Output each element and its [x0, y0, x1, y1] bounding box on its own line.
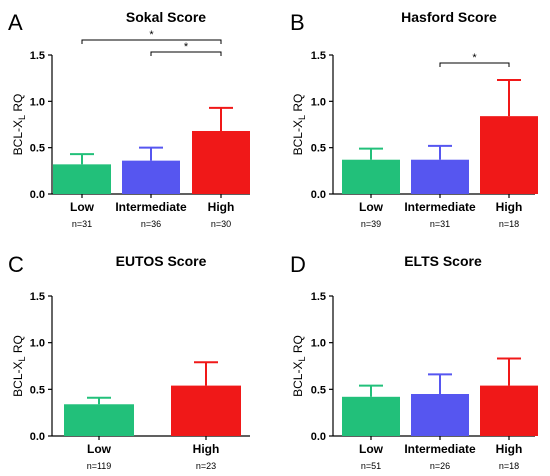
chart-title: EUTOS Score	[116, 253, 207, 269]
chart-title: Sokal Score	[126, 9, 206, 25]
bar	[411, 159, 469, 194]
x-tick-label: High	[193, 442, 220, 456]
n-label: n=119	[87, 461, 112, 471]
y-tick-label: 0.5	[311, 143, 326, 155]
n-label: n=26	[430, 461, 450, 471]
x-tick-label: Intermediate	[115, 200, 187, 214]
y-tick-label: 0.5	[30, 143, 45, 155]
x-tick-label: High	[496, 442, 523, 456]
y-axis-label: BCL-XL RQ	[291, 335, 307, 397]
y-tick-label: 1.0	[30, 338, 45, 350]
x-tick-label: Low	[359, 200, 384, 214]
bar	[192, 130, 250, 194]
y-tick-label: 1.5	[30, 50, 45, 62]
chart-panel-b: B Hasford Score BCL-XL RQ 0.0 0.5 1.0 1.5 Low n=…	[290, 9, 538, 229]
panel-letter: B	[290, 10, 305, 35]
n-label: n=51	[361, 461, 381, 471]
significance-bracket	[439, 62, 510, 67]
y-tick-label: 0.0	[311, 189, 326, 201]
significance-bracket	[150, 51, 222, 56]
bar	[480, 116, 538, 194]
n-label: n=18	[499, 219, 519, 229]
panel-letter: D	[290, 252, 306, 277]
chart-panel-c: C EUTOS Score BCL-XL RQ 0.0 0.5 1.0 1.5 Low n=11…	[8, 252, 250, 471]
y-tick-label: 1.0	[311, 96, 326, 108]
y-axis-label: BCL-XL RQ	[291, 94, 307, 156]
chart-title: Hasford Score	[401, 9, 497, 25]
y-tick-label: 1.0	[30, 96, 45, 108]
n-label: n=39	[361, 219, 381, 229]
bar	[411, 394, 469, 436]
chart-panel-d: D ELTS Score BCL-XL RQ 0.0 0.5 1.0 1.5 Low n=51 I…	[290, 252, 538, 471]
significance-star: *	[149, 29, 154, 41]
y-tick-label: 0.0	[30, 189, 45, 201]
y-tick-label: 0.5	[30, 384, 45, 396]
significance-star: *	[184, 41, 189, 53]
n-label: n=23	[196, 461, 216, 471]
n-label: n=31	[430, 219, 450, 229]
panel-letter: A	[8, 10, 23, 35]
bar	[480, 385, 538, 436]
chart-title: ELTS Score	[404, 253, 482, 269]
bar	[53, 164, 111, 194]
y-tick-label: 1.5	[30, 291, 45, 303]
bar	[342, 159, 400, 194]
bar	[171, 385, 241, 436]
bar	[122, 160, 180, 194]
x-tick-label: Low	[87, 442, 112, 456]
n-label: n=18	[499, 461, 519, 471]
bar	[342, 396, 400, 436]
y-tick-label: 0.5	[311, 384, 326, 396]
x-tick-label: Low	[70, 200, 95, 214]
n-label: n=36	[141, 219, 161, 229]
panel-letter: C	[8, 252, 24, 277]
significance-bracket	[81, 39, 222, 44]
significance-star: *	[472, 52, 477, 64]
n-label: n=30	[211, 219, 231, 229]
y-tick-label: 1.0	[311, 338, 326, 350]
x-tick-label: High	[208, 200, 235, 214]
y-tick-label: 0.0	[30, 431, 45, 443]
x-tick-label: High	[496, 200, 523, 214]
y-axis-label: BCL-XL RQ	[11, 335, 27, 397]
x-tick-label: Intermediate	[404, 200, 476, 214]
x-tick-label: Intermediate	[404, 442, 476, 456]
n-label: n=31	[72, 219, 92, 229]
y-axis-label: BCL-XL RQ	[11, 94, 27, 156]
bar	[64, 404, 134, 436]
chart-panel-a: A Sokal Score BCL-XL RQ 0.0 0.5 1.0 1.5 Low n=31…	[8, 9, 250, 229]
x-tick-label: Low	[359, 442, 384, 456]
y-tick-label: 1.5	[311, 291, 326, 303]
y-tick-label: 0.0	[311, 431, 326, 443]
y-tick-label: 1.5	[311, 50, 326, 62]
